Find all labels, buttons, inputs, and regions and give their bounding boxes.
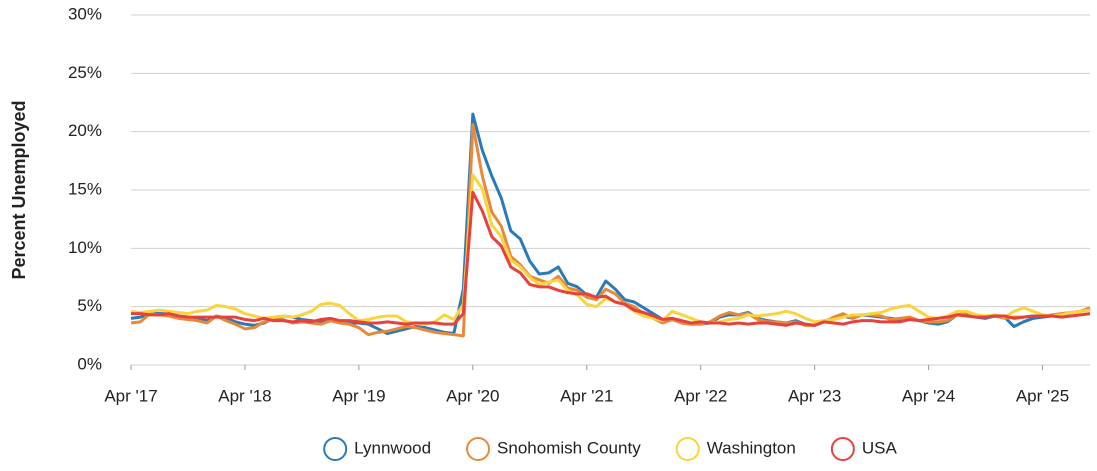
legend-item: Washington bbox=[675, 437, 796, 461]
legend-item: Lynnwood bbox=[323, 437, 431, 461]
legend-label: USA bbox=[862, 438, 898, 457]
y-tick-label: 5% bbox=[77, 296, 102, 315]
x-tick-label: Apr '18 bbox=[218, 386, 271, 405]
legend-swatch bbox=[323, 437, 348, 461]
y-tick-label: 30% bbox=[68, 4, 102, 23]
x-tick-label: Apr '25 bbox=[1016, 386, 1069, 405]
legend-swatch bbox=[675, 437, 700, 461]
x-tick-label: Apr '22 bbox=[674, 386, 727, 405]
y-tick-label: 15% bbox=[68, 179, 102, 198]
legend-label: Washington bbox=[707, 438, 796, 457]
legend: Lynnwood Snohomish County Washington USA bbox=[323, 437, 898, 461]
series-line bbox=[131, 190, 1091, 327]
legend-item: USA bbox=[830, 437, 898, 461]
legend-swatch bbox=[830, 437, 855, 461]
y-tick-label: 10% bbox=[68, 238, 102, 257]
x-tick-label: Apr '23 bbox=[788, 386, 841, 405]
y-tick-label: 25% bbox=[68, 63, 102, 82]
y-tick-label: 20% bbox=[68, 121, 102, 140]
x-tick-label: Apr '20 bbox=[446, 386, 499, 405]
legend-label: Lynnwood bbox=[354, 438, 431, 457]
x-tick-label: Apr '24 bbox=[902, 386, 955, 405]
series-line bbox=[130, 173, 1091, 326]
y-tick-label: 0% bbox=[77, 354, 102, 373]
x-tick-label: Apr '19 bbox=[332, 386, 385, 405]
y-axis-label: Percent Unemployed bbox=[9, 100, 29, 279]
legend-label: Snohomish County bbox=[497, 438, 641, 457]
series-line bbox=[130, 123, 1091, 338]
legend-item: Snohomish County bbox=[466, 437, 641, 461]
legend-swatch bbox=[466, 437, 491, 461]
x-tick-label: Apr '21 bbox=[560, 386, 613, 405]
x-tick-label: Apr '17 bbox=[104, 386, 157, 405]
